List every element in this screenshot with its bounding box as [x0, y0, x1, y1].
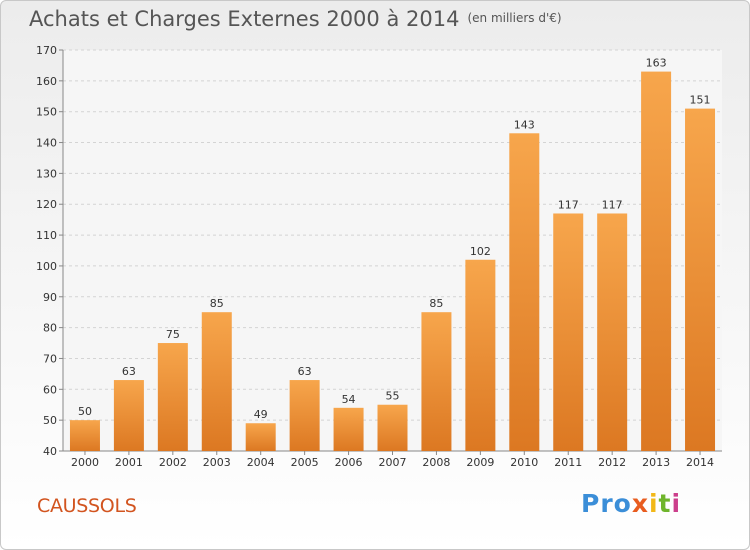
bars [69, 71, 716, 452]
y-tick-label: 50 [43, 414, 57, 427]
value-label-2004: 49 [254, 408, 268, 421]
x-tick-label-2014: 2014 [686, 456, 714, 469]
bar-2014 [685, 108, 716, 451]
y-tick-label: 100 [36, 260, 57, 273]
value-label-2006: 54 [342, 393, 356, 406]
value-label-2009: 102 [470, 245, 491, 258]
value-label-2011: 117 [558, 198, 579, 211]
logo-part-4: t [658, 489, 672, 518]
y-tick-label: 60 [43, 383, 57, 396]
value-label-2005: 63 [298, 365, 312, 378]
x-tick-label-2010: 2010 [510, 456, 538, 469]
value-label-2002: 75 [166, 328, 180, 341]
bar-2002 [157, 343, 188, 451]
x-tick-label-2011: 2011 [554, 456, 582, 469]
chart-title: Achats et Charges Externes 2000 à 2014 (e… [29, 7, 562, 31]
x-tick-label-2013: 2013 [642, 456, 670, 469]
x-tick-label-2001: 2001 [115, 456, 143, 469]
x-tick-label-2003: 2003 [203, 456, 231, 469]
value-label-2010: 143 [514, 118, 535, 131]
x-tick-label-2004: 2004 [247, 456, 275, 469]
logo-part-1: Pro [581, 489, 632, 518]
x-tick-label-2002: 2002 [159, 456, 187, 469]
bar-2000 [69, 420, 100, 451]
value-label-2001: 63 [122, 365, 136, 378]
x-tick-label-2007: 2007 [379, 456, 407, 469]
axes: 40 50 60 70 80 90 100 110 120 130 140 150 160 170 2000… [36, 44, 722, 469]
x-tick-label-2008: 2008 [422, 456, 450, 469]
y-tick-label: 40 [43, 445, 57, 458]
y-tick-label: 70 [43, 352, 57, 365]
value-label-2003: 85 [210, 297, 224, 310]
bar-2004 [245, 423, 276, 451]
value-labels: 50 63 75 85 49 63 54 55 85 102 143 117 117 163 151 [78, 57, 711, 422]
y-tick-label: 140 [36, 137, 57, 150]
value-label-2014: 151 [690, 94, 711, 107]
value-label-2007: 55 [386, 390, 400, 403]
place-name: CAUSSOLS [37, 495, 137, 517]
bar-2008 [421, 312, 452, 451]
bar-2011 [553, 213, 584, 451]
x-tick-label-2005: 2005 [291, 456, 319, 469]
x-tick-label-2000: 2000 [71, 456, 99, 469]
bar-2010 [509, 133, 540, 452]
bar-2003 [201, 312, 232, 451]
bar-2012 [597, 213, 628, 451]
bar-2005 [289, 380, 320, 451]
value-label-2013: 163 [646, 57, 667, 70]
y-tick-label: 150 [36, 106, 57, 119]
logo-part-2: x [631, 489, 649, 518]
bar-2006 [333, 407, 364, 451]
y-tick-label: 80 [43, 322, 57, 335]
y-tick-label: 120 [36, 198, 57, 211]
logo-part-3: i [648, 489, 659, 518]
value-label-2008: 85 [429, 297, 443, 310]
chart-unit: (en milliers d'€) [467, 11, 562, 25]
chart-title-text: Achats et Charges Externes 2000 à 2014 [29, 7, 460, 31]
x-tick-label-2012: 2012 [598, 456, 626, 469]
value-label-2000: 50 [78, 405, 92, 418]
x-tick-label-2009: 2009 [466, 456, 494, 469]
y-tick-label: 160 [36, 75, 57, 88]
y-tick-label: 170 [36, 44, 57, 57]
bar-2001 [113, 380, 144, 451]
y-tick-label: 90 [43, 291, 57, 304]
x-tick-label-2006: 2006 [335, 456, 363, 469]
proxiti-logo: Proxiti [581, 489, 681, 518]
bar-2013 [641, 71, 672, 451]
bar-2009 [465, 259, 496, 451]
y-tick-label: 110 [36, 229, 57, 242]
y-tick-label: 130 [36, 167, 57, 180]
bar-2007 [377, 404, 408, 451]
logo-part-5: i [671, 489, 682, 518]
value-label-2012: 117 [602, 198, 623, 211]
